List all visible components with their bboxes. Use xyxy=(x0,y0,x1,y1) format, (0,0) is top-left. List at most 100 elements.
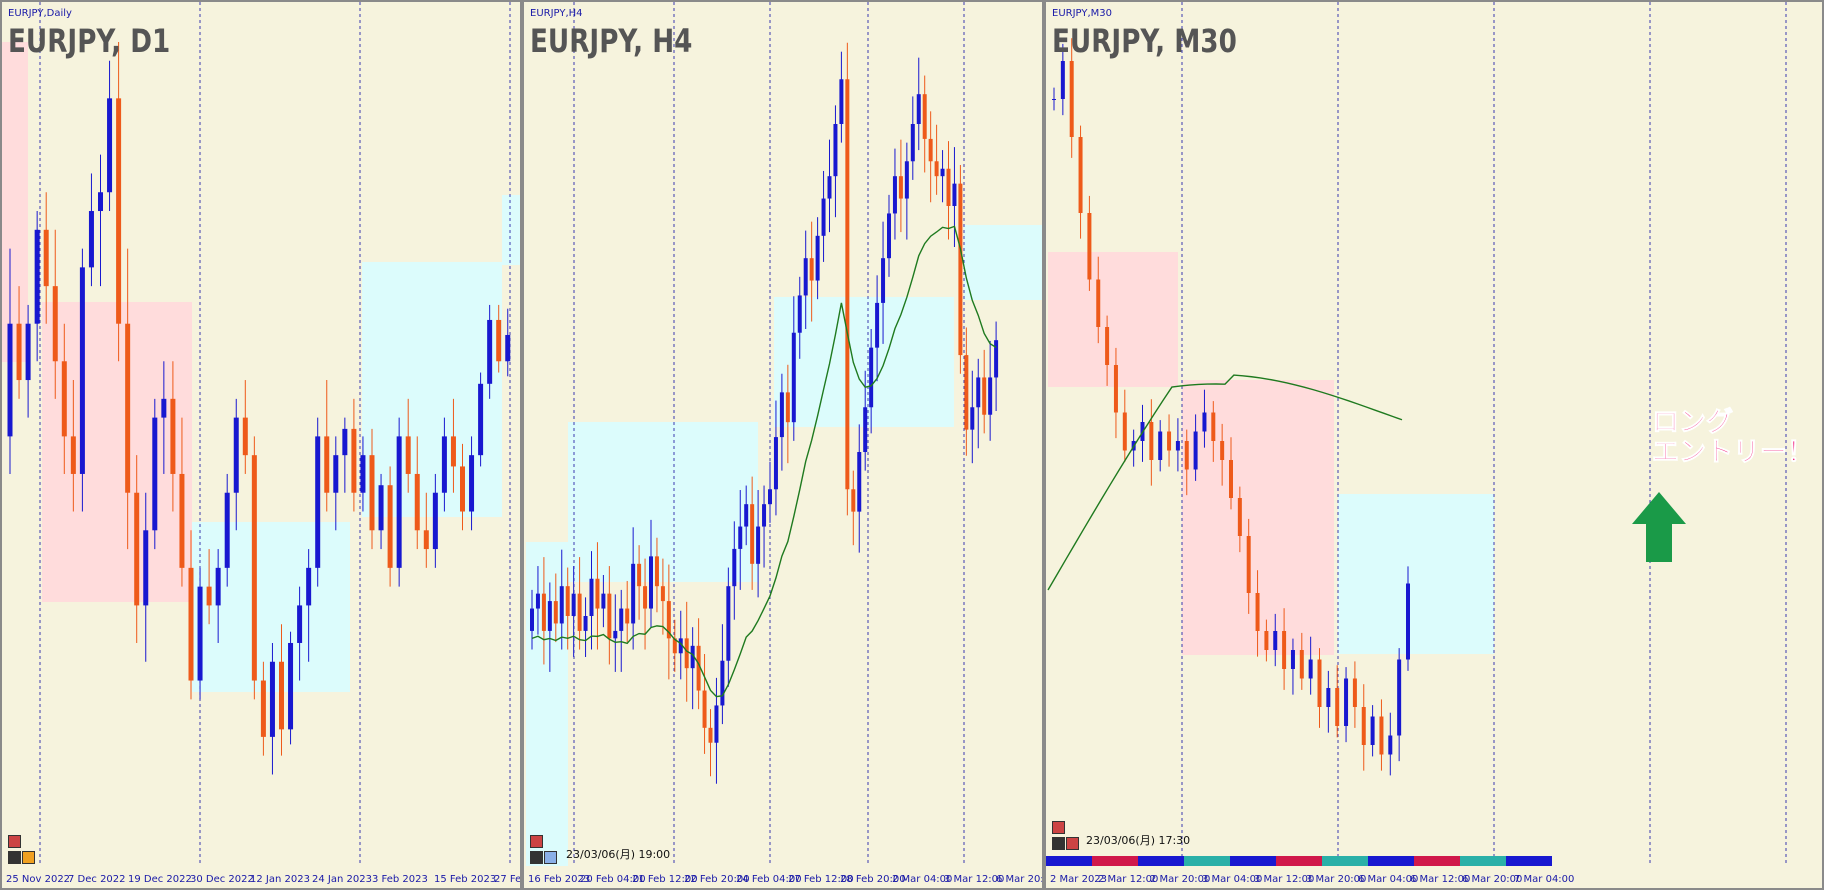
candle-body xyxy=(637,563,642,587)
panel-title: EURJPY, M30 xyxy=(1052,22,1237,60)
candle-body xyxy=(269,661,275,737)
candle-body xyxy=(809,258,814,281)
candle-body xyxy=(779,392,784,438)
candle-body xyxy=(79,267,85,474)
x-tick-label: 2 Mar 12:00 xyxy=(1098,874,1159,885)
x-tick-label: 6 Mar 20:00 xyxy=(1462,874,1523,885)
session-segment xyxy=(1460,856,1506,866)
candle-body xyxy=(940,168,945,177)
candle-body xyxy=(152,417,158,531)
candle-body xyxy=(726,586,731,661)
candle-body xyxy=(649,556,653,609)
candle-body xyxy=(952,183,957,206)
candle-body xyxy=(1370,716,1375,745)
candle-body xyxy=(179,473,185,568)
candle-body xyxy=(1220,441,1225,460)
candle-body xyxy=(881,258,886,303)
chart-canvas-m30 xyxy=(1047,2,1787,870)
x-tick-label: 7 Dec 2022 xyxy=(68,874,126,885)
candle-body xyxy=(242,417,248,456)
candle-body xyxy=(1335,688,1340,726)
x-tick-label: 2 Mar 20:00 xyxy=(1150,874,1211,885)
session-segment xyxy=(1276,856,1322,866)
candle-body xyxy=(613,630,618,639)
candle-body xyxy=(601,593,606,609)
candle-body xyxy=(450,436,456,467)
candle-body xyxy=(505,334,511,362)
cyan-zone xyxy=(502,195,520,265)
candle-body xyxy=(1113,365,1118,413)
candle-body xyxy=(279,661,284,730)
candle-body xyxy=(577,593,582,631)
chart-panel-m30[interactable]: EURJPY,M30 EURJPY, M30 23/03/06(月) 17:30… xyxy=(1044,0,1824,890)
candle-body xyxy=(34,229,40,324)
chart-panel-h4[interactable]: EURJPY,H4 EURJPY, H4 23/03/06(月) 19:00 1… xyxy=(522,0,1044,890)
candle-body xyxy=(619,608,624,631)
candle-body xyxy=(1264,631,1269,650)
candle-body xyxy=(571,593,576,616)
panel-minimize-icon[interactable] xyxy=(1052,821,1065,834)
x-tick-label: 6 Mar 04:00 xyxy=(1358,874,1419,885)
panel-minimize-icon[interactable] xyxy=(8,835,21,848)
candle-body xyxy=(530,608,534,631)
x-tick-label: 20 Feb 04:00 xyxy=(580,874,646,885)
candle-body xyxy=(1158,431,1163,460)
cyan-zone xyxy=(568,422,758,582)
panel-title-small: EURJPY,M30 xyxy=(1052,8,1112,19)
candle-body xyxy=(762,504,767,527)
candle-body xyxy=(869,347,874,408)
candle-body xyxy=(1060,61,1065,99)
candle-body xyxy=(791,332,796,423)
x-tick-label: 30 Dec 2022 xyxy=(190,874,254,885)
candle-body xyxy=(720,660,725,706)
candle-body xyxy=(297,605,303,643)
x-tick-label: 19 Dec 2022 xyxy=(128,874,192,885)
candle-body xyxy=(815,235,820,281)
panel-color-icon[interactable] xyxy=(1066,837,1079,850)
candle-body xyxy=(107,98,113,193)
candle-body xyxy=(851,489,856,512)
candle-body xyxy=(360,455,366,493)
candle-body xyxy=(750,504,755,564)
x-axis: 16 Feb 2023 20 Feb 04:00 21 Feb 12:00 22 Fe… xyxy=(524,866,1042,888)
candle-body xyxy=(696,645,701,691)
candle-body xyxy=(535,593,540,609)
session-segment xyxy=(1138,856,1184,866)
panel-color-icon[interactable] xyxy=(544,851,557,864)
candle-body xyxy=(565,586,570,616)
candle-body xyxy=(1202,412,1207,432)
panel-settings-icon[interactable] xyxy=(1052,837,1065,850)
candle-body xyxy=(839,79,844,124)
x-axis: 2 Mar 2023 2 Mar 12:00 2 Mar 20:00 3 Mar 04… xyxy=(1046,866,1822,888)
candle-body xyxy=(1379,716,1384,755)
candle-body xyxy=(643,586,648,609)
candle-body xyxy=(946,168,951,206)
panel-color-icon[interactable] xyxy=(22,851,35,864)
chart-panel-d1[interactable]: EURJPY,Daily EURJPY, D1 25 Nov 2022 7 Dec… xyxy=(0,0,522,890)
session-segment xyxy=(1506,856,1552,866)
x-tick-label: 28 Feb 20:00 xyxy=(840,874,906,885)
x-tick-label: 27 Feb 2023 xyxy=(494,874,522,885)
candle-body xyxy=(197,586,203,681)
candle-body xyxy=(414,473,420,531)
panel-minimize-icon[interactable] xyxy=(530,835,543,848)
x-tick-label: 7 Mar 04:00 xyxy=(1514,874,1575,885)
candle-body xyxy=(678,638,683,654)
candle-body xyxy=(1078,137,1083,213)
candle-body xyxy=(478,383,484,456)
candle-body xyxy=(1229,460,1233,498)
session-segment xyxy=(1322,856,1368,866)
pink-zone xyxy=(1048,252,1178,387)
session-segment xyxy=(1046,856,1092,866)
candle-body xyxy=(756,526,761,564)
x-tick-label: 24 Feb 04:00 xyxy=(736,874,802,885)
candle-body xyxy=(803,258,808,296)
x-axis: 25 Nov 2022 7 Dec 2022 19 Dec 2022 30 Dec 2… xyxy=(2,866,520,888)
session-segment xyxy=(1184,856,1230,866)
candle-body xyxy=(1052,99,1056,100)
panel-settings-icon[interactable] xyxy=(530,851,543,864)
cyan-zone xyxy=(774,297,954,427)
candle-body xyxy=(988,377,993,415)
cyan-zone xyxy=(1338,494,1494,654)
panel-settings-icon[interactable] xyxy=(8,851,21,864)
